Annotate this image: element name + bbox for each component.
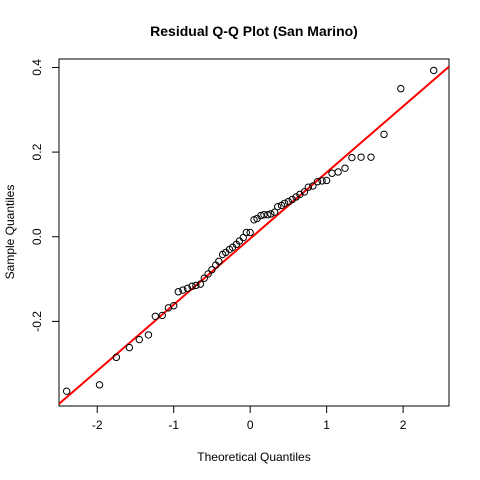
y-axis-label: Sample Quantiles bbox=[3, 185, 17, 280]
chart-title: Residual Q-Q Plot (San Marino) bbox=[150, 23, 358, 39]
x-tick-label: 2 bbox=[400, 418, 407, 432]
y-tick-label: -0.2 bbox=[30, 311, 44, 332]
x-axis-label: Theoretical Quantiles bbox=[197, 450, 310, 464]
y-tick-label: 0.2 bbox=[30, 143, 44, 160]
x-tick-label: 1 bbox=[323, 418, 330, 432]
y-tick-label: 0.4 bbox=[30, 59, 44, 76]
x-tick-label: -2 bbox=[92, 418, 103, 432]
x-tick-label: 0 bbox=[247, 418, 254, 432]
x-tick-label: -1 bbox=[168, 418, 179, 432]
y-tick-label: 0.0 bbox=[30, 228, 44, 245]
